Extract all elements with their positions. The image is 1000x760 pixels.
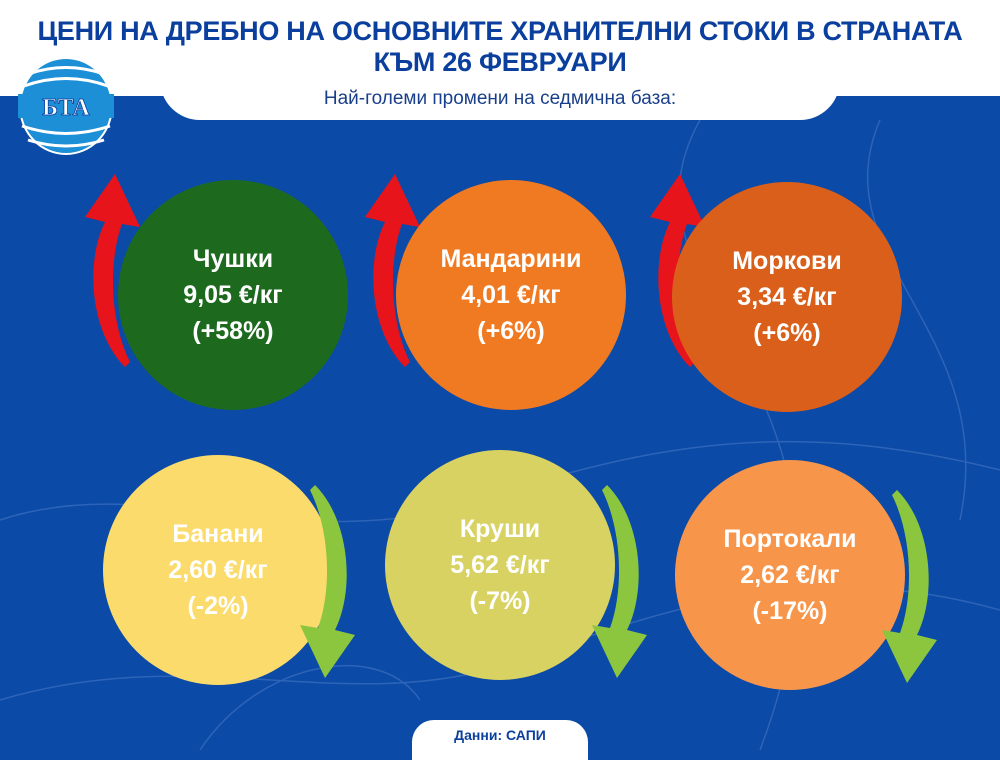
svg-text:БТА: БТА — [42, 95, 90, 121]
header-tab — [160, 80, 840, 120]
item-price: 3,34 €/кг — [737, 283, 837, 311]
item-carrots: Моркови 3,34 €/кг (+6%) — [672, 182, 902, 412]
down-arrow-icon — [300, 485, 355, 678]
item-name: Мандарини — [440, 245, 582, 273]
title-line-2: КЪМ 26 ФЕВРУАРИ — [373, 47, 627, 77]
bta-logo: БТА — [18, 57, 114, 155]
item-change: (-2%) — [187, 592, 249, 620]
item-price: 4,01 €/кг — [461, 281, 561, 309]
down-arrow-icon — [592, 485, 647, 678]
source-label: Данни: САПИ — [412, 720, 588, 760]
item-price: 9,05 €/кг — [183, 281, 283, 309]
up-arrow-icon — [365, 174, 420, 367]
item-oranges: Портокали 2,62 €/кг (-17%) — [675, 460, 905, 690]
item-change: (+6%) — [753, 319, 821, 347]
item-name: Моркови — [732, 247, 842, 275]
page-title: ЦЕНИ НА ДРЕБНО НА ОСНОВНИТЕ ХРАНИТЕЛНИ С… — [0, 16, 1000, 78]
item-name: Круши — [459, 515, 541, 543]
item-change: (-7%) — [469, 587, 531, 615]
item-price: 2,62 €/кг — [740, 561, 840, 589]
item-price: 2,60 €/кг — [168, 556, 268, 584]
item-change: (-17%) — [752, 597, 828, 625]
item-price: 5,62 €/кг — [450, 551, 550, 579]
item-pears: Круши 5,62 €/кг (-7%) — [385, 450, 615, 680]
item-change: (+6%) — [477, 317, 545, 345]
item-change: (+58%) — [192, 317, 274, 345]
title-line-1: ЦЕНИ НА ДРЕБНО НА ОСНОВНИТЕ ХРАНИТЕЛНИ С… — [37, 16, 963, 46]
page-subtitle: Най-големи промени на седмична база: — [323, 88, 677, 109]
down-arrow-icon — [882, 490, 937, 683]
item-mandarins: Мандарини 4,01 €/кг (+6%) — [396, 180, 626, 410]
item-name: Портокали — [723, 525, 857, 553]
item-name: Банани — [172, 520, 264, 548]
item-peppers: Чушки 9,05 €/кг (+58%) — [118, 180, 348, 410]
item-bananas: Банани 2,60 €/кг (-2%) — [103, 455, 333, 685]
item-name: Чушки — [192, 245, 274, 273]
up-arrow-icon — [85, 174, 140, 367]
